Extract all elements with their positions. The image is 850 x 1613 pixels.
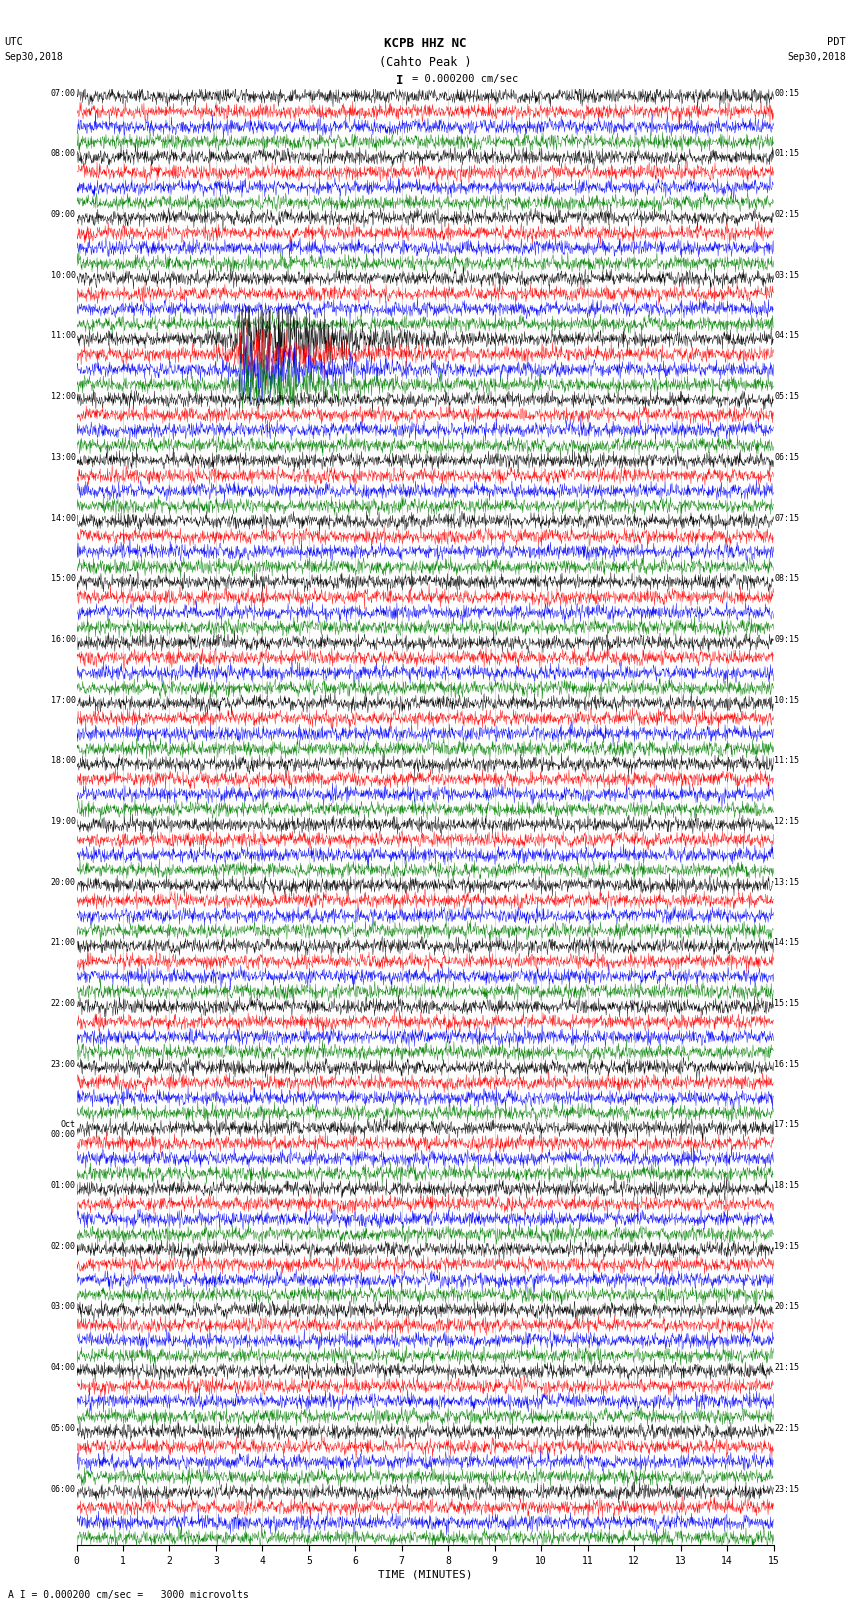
Text: PDT: PDT (827, 37, 846, 47)
Text: 21:00: 21:00 (51, 939, 76, 947)
Text: 07:15: 07:15 (774, 513, 799, 523)
Text: 01:00: 01:00 (51, 1181, 76, 1190)
Text: 21:15: 21:15 (774, 1363, 799, 1373)
Text: 17:00: 17:00 (51, 695, 76, 705)
Text: 20:15: 20:15 (774, 1303, 799, 1311)
Text: 20:00: 20:00 (51, 877, 76, 887)
Text: 11:15: 11:15 (774, 756, 799, 765)
Text: 08:15: 08:15 (774, 574, 799, 584)
Text: 10:15: 10:15 (774, 695, 799, 705)
Text: 23:00: 23:00 (51, 1060, 76, 1069)
Text: 08:00: 08:00 (51, 150, 76, 158)
Text: 14:00: 14:00 (51, 513, 76, 523)
Text: Sep30,2018: Sep30,2018 (4, 52, 63, 61)
Text: 01:15: 01:15 (774, 150, 799, 158)
Text: 09:15: 09:15 (774, 636, 799, 644)
Text: UTC: UTC (4, 37, 23, 47)
Text: 09:00: 09:00 (51, 210, 76, 219)
Text: Oct
00:00: Oct 00:00 (51, 1121, 76, 1139)
Text: I: I (396, 74, 403, 87)
Text: 15:15: 15:15 (774, 998, 799, 1008)
Text: 04:15: 04:15 (774, 332, 799, 340)
Text: 05:00: 05:00 (51, 1424, 76, 1432)
Text: Sep30,2018: Sep30,2018 (787, 52, 846, 61)
Text: 03:15: 03:15 (774, 271, 799, 279)
Text: 22:15: 22:15 (774, 1424, 799, 1432)
X-axis label: TIME (MINUTES): TIME (MINUTES) (377, 1569, 473, 1579)
Text: 04:00: 04:00 (51, 1363, 76, 1373)
Text: = 0.000200 cm/sec: = 0.000200 cm/sec (412, 74, 518, 84)
Text: 11:00: 11:00 (51, 332, 76, 340)
Text: (Cahto Peak ): (Cahto Peak ) (379, 56, 471, 69)
Text: 06:00: 06:00 (51, 1484, 76, 1494)
Text: 00:15: 00:15 (774, 89, 799, 98)
Text: 06:15: 06:15 (774, 453, 799, 461)
Text: 13:00: 13:00 (51, 453, 76, 461)
Text: 17:15: 17:15 (774, 1121, 799, 1129)
Text: 02:15: 02:15 (774, 210, 799, 219)
Text: 18:00: 18:00 (51, 756, 76, 765)
Text: 03:00: 03:00 (51, 1303, 76, 1311)
Text: 14:15: 14:15 (774, 939, 799, 947)
Text: 23:15: 23:15 (774, 1484, 799, 1494)
Text: 10:00: 10:00 (51, 271, 76, 279)
Text: A I = 0.000200 cm/sec =   3000 microvolts: A I = 0.000200 cm/sec = 3000 microvolts (8, 1590, 249, 1600)
Text: 15:00: 15:00 (51, 574, 76, 584)
Text: 02:00: 02:00 (51, 1242, 76, 1250)
Text: 12:00: 12:00 (51, 392, 76, 402)
Text: KCPB HHZ NC: KCPB HHZ NC (383, 37, 467, 50)
Text: 19:15: 19:15 (774, 1242, 799, 1250)
Text: 05:15: 05:15 (774, 392, 799, 402)
Text: 13:15: 13:15 (774, 877, 799, 887)
Text: 16:00: 16:00 (51, 636, 76, 644)
Text: 22:00: 22:00 (51, 998, 76, 1008)
Text: 07:00: 07:00 (51, 89, 76, 98)
Text: 12:15: 12:15 (774, 818, 799, 826)
Text: 19:00: 19:00 (51, 818, 76, 826)
Text: 18:15: 18:15 (774, 1181, 799, 1190)
Text: 16:15: 16:15 (774, 1060, 799, 1069)
